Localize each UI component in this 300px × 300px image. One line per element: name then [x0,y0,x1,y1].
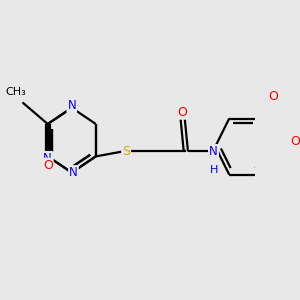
Text: S: S [122,145,130,158]
Text: CH₃: CH₃ [5,88,26,98]
Text: N: N [44,152,52,165]
Text: O: O [178,106,188,119]
Text: O: O [290,135,300,148]
Text: H: H [209,165,218,175]
Text: N: N [209,145,218,158]
Text: N: N [68,99,76,112]
Text: O: O [43,159,53,172]
Text: O: O [268,90,278,103]
Text: N: N [69,166,78,179]
